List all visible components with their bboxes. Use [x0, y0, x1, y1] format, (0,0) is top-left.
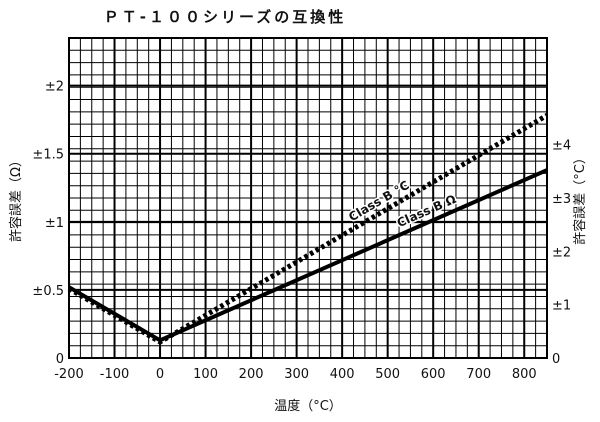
tick-layer: -200 -100 0 100 200 300 400 500 600 700 800 0 ±0.5 ±1… — [32, 80, 571, 382]
x-tick-label: 600 — [421, 367, 446, 382]
y-left-tick-label: ±1.5 — [32, 148, 64, 163]
y-right-tick-label: ±4 — [552, 139, 571, 154]
x-tick-label: 200 — [239, 367, 264, 382]
x-tick-label: 100 — [193, 367, 218, 382]
y-right-tick-label: ±1 — [552, 299, 571, 314]
x-tick-label: 0 — [156, 367, 164, 382]
y-right-tick-label: 0 — [552, 352, 560, 367]
x-tick-label: 500 — [375, 367, 400, 382]
y-axis-left-title: 許容誤差（Ω） — [8, 154, 24, 242]
x-tick-label: 400 — [330, 367, 355, 382]
y-left-tick-label: ±0.5 — [32, 284, 64, 299]
chart-title: ＰＴ-１００シリーズの互換性 — [104, 8, 346, 26]
x-tick-label: 700 — [466, 367, 491, 382]
grid-layer — [68, 38, 547, 359]
y-left-tick-label: ±1 — [45, 216, 64, 231]
y-right-tick-label: ±3 — [552, 192, 571, 207]
series-line-2 — [67, 168, 548, 343]
y-right-tick-label: ±2 — [552, 245, 571, 260]
x-tick-label: -200 — [54, 367, 84, 382]
y-left-tick-label: ±2 — [45, 80, 64, 95]
x-tick-label: -100 — [100, 367, 130, 382]
y-axis-right-title: 許容誤差（°C） — [572, 151, 588, 245]
x-tick-label: 800 — [512, 367, 537, 382]
x-tick-label: 300 — [284, 367, 309, 382]
plot-frame — [68, 37, 548, 359]
x-axis-title: 温度（°C） — [274, 398, 342, 414]
y-left-tick-label: 0 — [56, 352, 64, 367]
